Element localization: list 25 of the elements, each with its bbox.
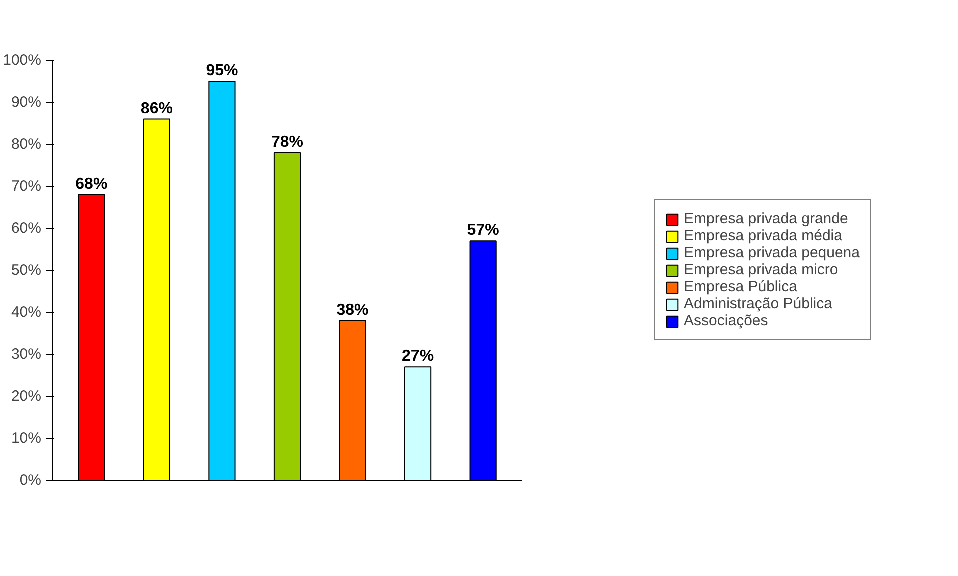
legend-label: Associações [684,312,768,330]
y-tick-label: 100% [3,52,42,69]
y-tick-label: 10% [11,430,42,447]
y-tick-label: 0% [20,472,42,489]
legend-label: Administração Pública [684,296,832,312]
data-label: 38% [336,302,369,319]
y-tick-label: 60% [11,220,42,237]
legend-label: Empresa privada grande [684,210,848,228]
legend-label: Empresa privada pequena [684,244,860,262]
y-tick-label: 20% [11,388,42,405]
y-tick-label: 40% [11,304,42,321]
data-label: 78% [271,134,304,151]
y-tick-label: 80% [11,136,42,153]
y-tick-label: 70% [11,178,42,195]
data-label: 27% [402,348,434,366]
y-tick-label: 30% [11,346,42,363]
data-label: 57% [467,222,500,240]
data-label: 68% [76,176,108,193]
legend-label: Empresa Pública [684,278,798,296]
data-label: 86% [140,100,173,118]
legend-label: Empresa privada média [684,228,842,244]
y-tick-label: 50% [11,262,42,279]
y-tick-label: 90% [11,94,42,111]
data-label: 95% [206,62,238,80]
legend-label: Empresa privada micro [684,262,838,278]
